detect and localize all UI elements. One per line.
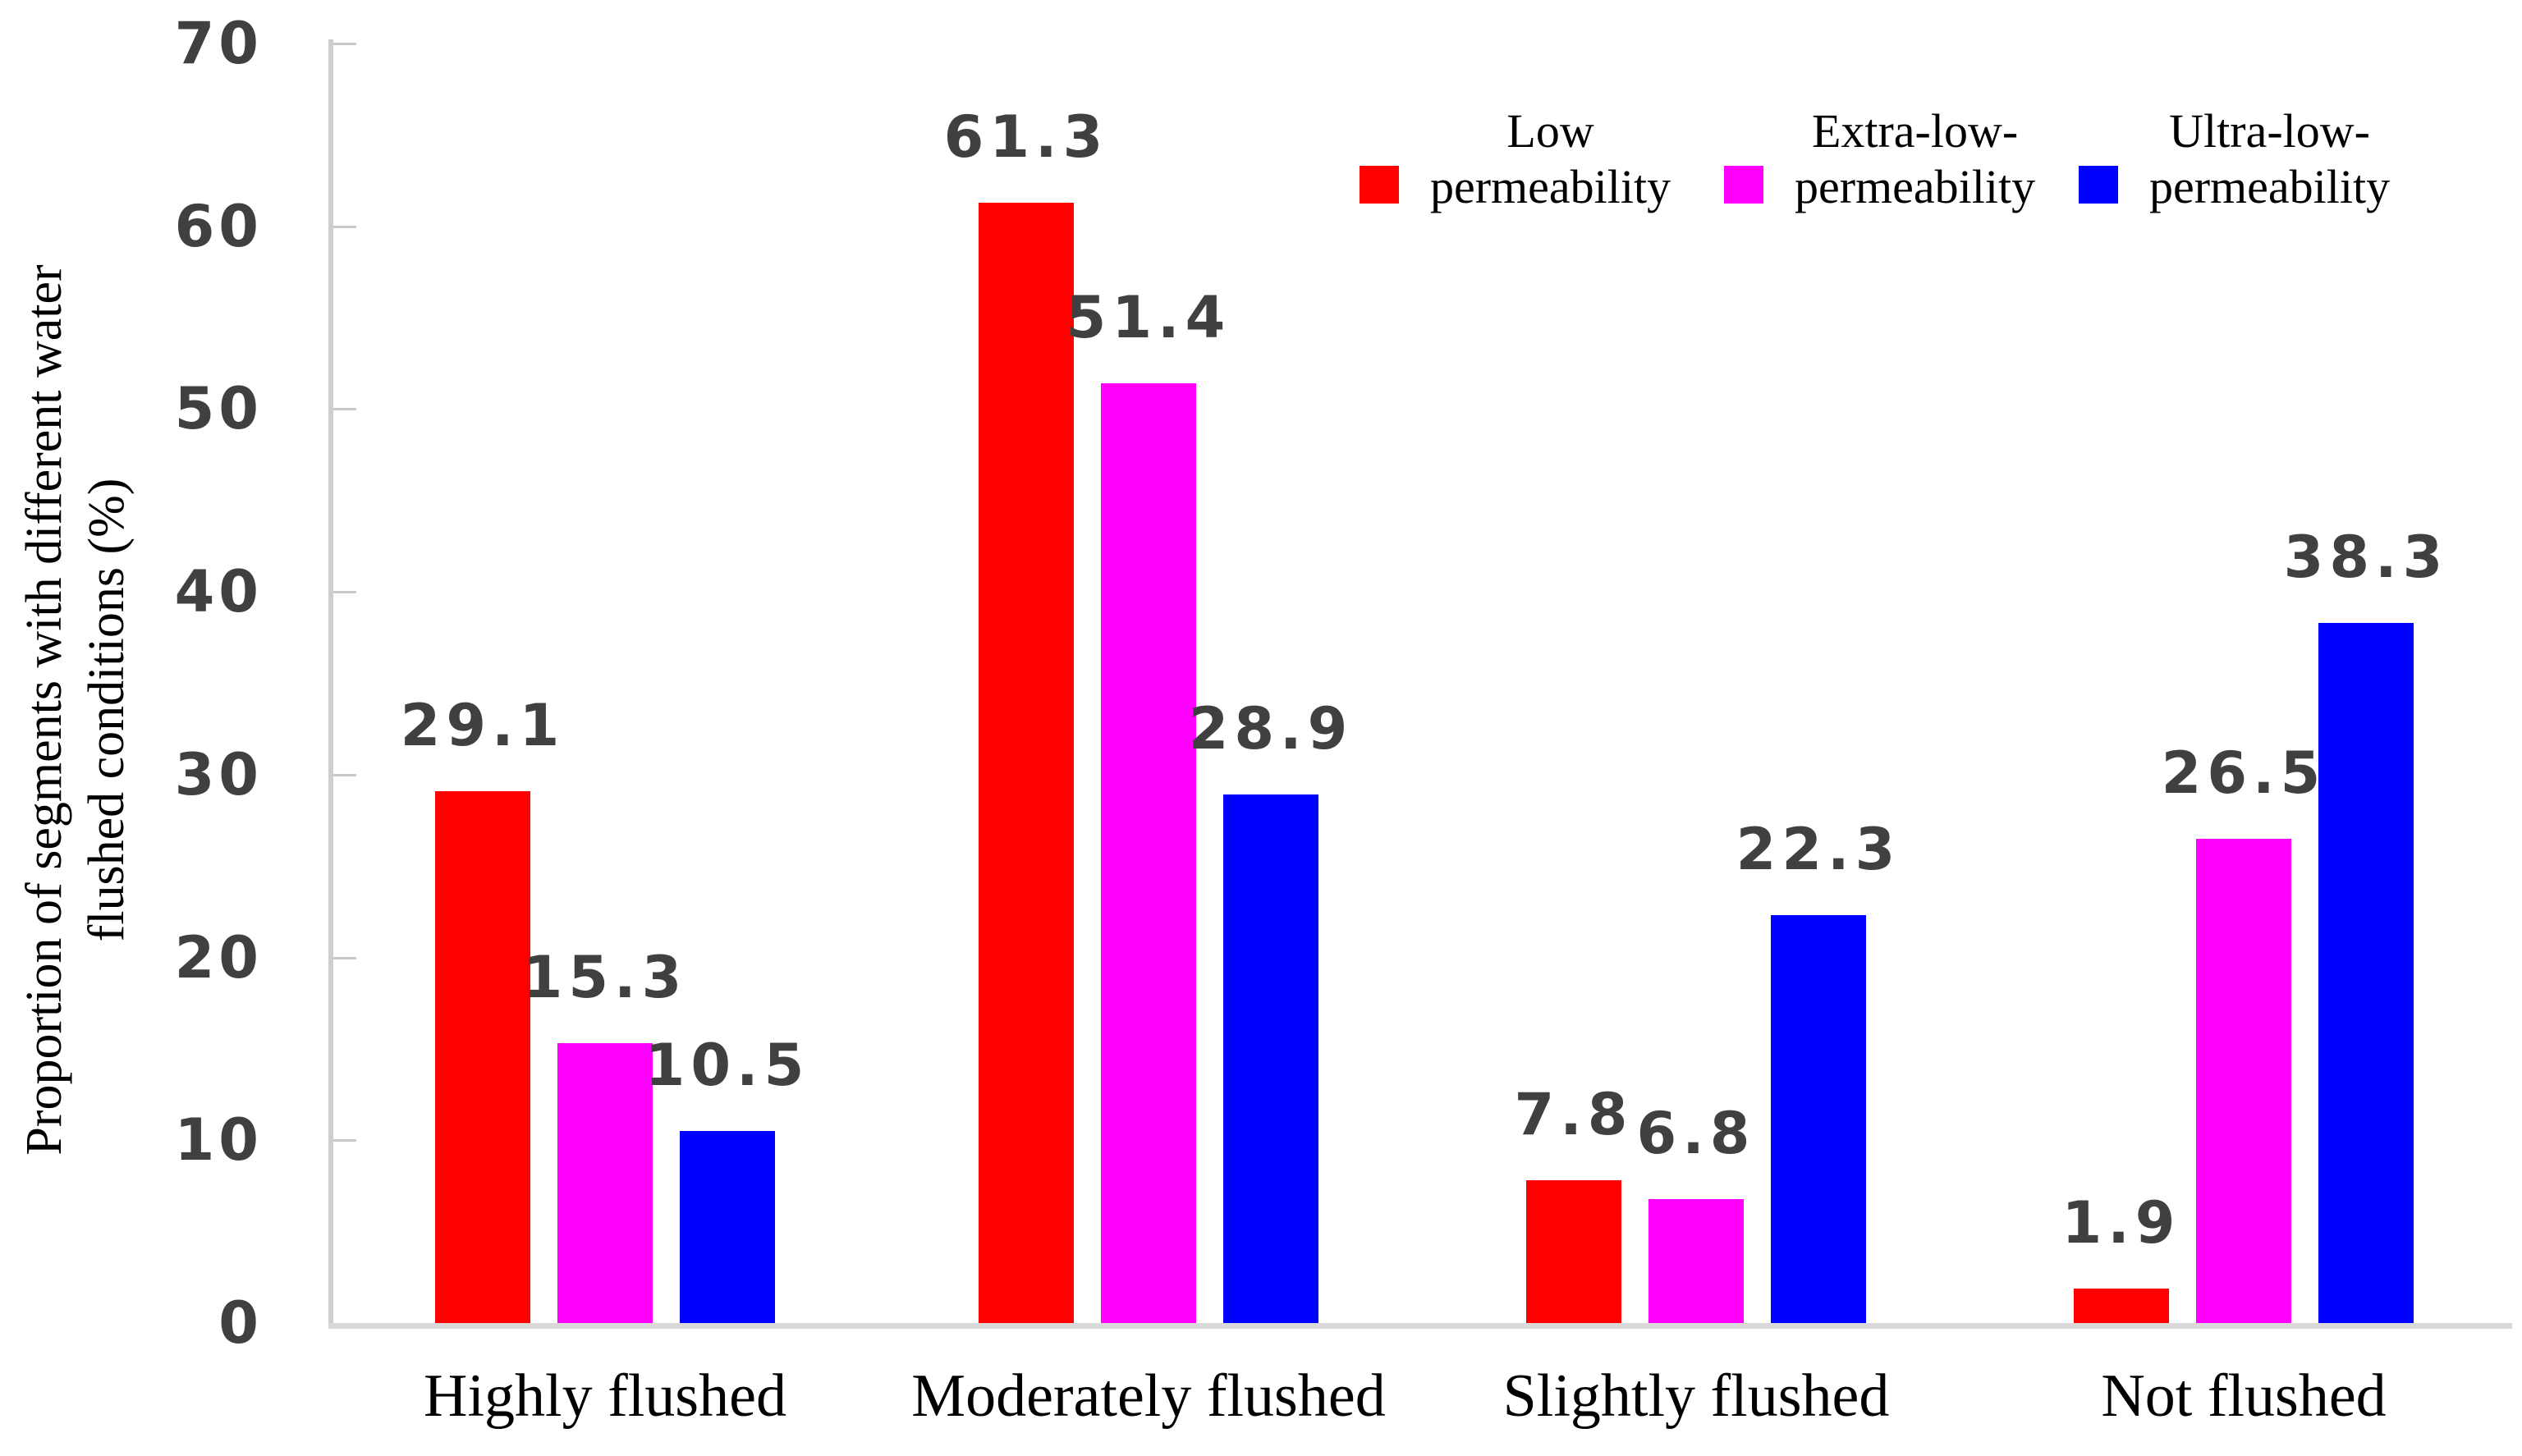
bar-low-permeability-highly-flushed (435, 790, 530, 1323)
y-tick-mark-50 (333, 408, 356, 411)
value-label-ultra-low-permeability-slightly-flushed: 22.3 (1736, 816, 1901, 884)
bar-low-permeability-slightly-flushed (1526, 1180, 1621, 1323)
x-category-label-slightly-flushed: Slightly flushed (1502, 1362, 1890, 1430)
bar-extra-low-permeability-highly-flushed (557, 1043, 653, 1323)
y-tick-label-40: 40 (174, 558, 263, 626)
bar-ultra-low-permeability-moderately-flushed (1223, 794, 1318, 1323)
y-axis-line (328, 39, 333, 1329)
x-axis-line (328, 1323, 2512, 1329)
bar-extra-low-permeability-not-flushed (2196, 838, 2291, 1323)
y-tick-mark-40 (333, 591, 356, 594)
y-tick-mark-30 (333, 773, 356, 776)
legend-item-ultra-low-permeability: Ultra-low-permeability (2079, 103, 2390, 215)
bar-extra-low-permeability-slightly-flushed (1648, 1198, 1744, 1323)
value-label-low-permeability-highly-flushed: 29.1 (400, 691, 566, 759)
value-label-low-permeability-moderately-flushed: 61.3 (943, 103, 1109, 171)
legend-label-ultra-low-permeability: Ultra-low-permeability (2149, 104, 2391, 213)
y-tick-mark-10 (333, 1139, 356, 1142)
value-label-extra-low-permeability-slightly-flushed: 6.8 (1636, 1099, 1756, 1167)
y-axis-title-line-1: Proportion of segments with different wa… (16, 264, 72, 1156)
bar-ultra-low-permeability-highly-flushed (680, 1131, 775, 1323)
bar-extra-low-permeability-moderately-flushed (1101, 383, 1196, 1323)
y-tick-label-50: 50 (174, 375, 263, 443)
value-label-ultra-low-permeability-not-flushed: 38.3 (2283, 524, 2449, 591)
value-label-ultra-low-permeability-moderately-flushed: 28.9 (1188, 695, 1354, 763)
value-label-ultra-low-permeability-highly-flushed: 10.5 (644, 1032, 810, 1100)
bar-ultra-low-permeability-slightly-flushed (1771, 915, 1866, 1323)
legend-swatch-extra-low-permeability (1724, 166, 1763, 204)
y-tick-label-10: 10 (174, 1106, 263, 1174)
y-tick-mark-70 (333, 43, 356, 45)
y-tick-mark-60 (333, 225, 356, 228)
legend-swatch-low-permeability (1360, 166, 1399, 204)
value-label-low-permeability-not-flushed: 1.9 (2061, 1188, 2181, 1257)
y-tick-label-20: 20 (174, 923, 263, 991)
legend-swatch-ultra-low-permeability (2079, 166, 2118, 204)
x-category-label-moderately-flushed: Moderately flushed (911, 1362, 1386, 1430)
bar-low-permeability-not-flushed (2074, 1288, 2169, 1323)
legend-item-extra-low-permeability: Extra-low-permeability (1724, 103, 2035, 215)
y-tick-label-0: 0 (218, 1289, 263, 1357)
y-tick-label-60: 60 (174, 192, 263, 260)
y-tick-mark-20 (333, 956, 356, 959)
value-label-extra-low-permeability-moderately-flushed: 51.4 (1066, 284, 1231, 352)
bar-ultra-low-permeability-not-flushed (2318, 623, 2414, 1323)
legend-label-low-permeability: Low permeability (1430, 104, 1671, 213)
y-tick-label-30: 30 (174, 740, 263, 808)
legend-label-extra-low-permeability: Extra-low-permeability (1795, 104, 2036, 213)
x-category-label-not-flushed: Not flushed (2101, 1362, 2387, 1430)
bar-low-permeability-moderately-flushed (979, 202, 1074, 1323)
value-label-extra-low-permeability-not-flushed: 26.5 (2161, 739, 2327, 807)
value-label-extra-low-permeability-highly-flushed: 15.3 (522, 944, 688, 1012)
value-label-low-permeability-slightly-flushed: 7.8 (1514, 1081, 1634, 1149)
x-category-label-highly-flushed: Highly flushed (424, 1362, 786, 1430)
legend-item-low-permeability: Low permeability (1360, 103, 1671, 215)
y-tick-label-70: 70 (174, 10, 263, 77)
